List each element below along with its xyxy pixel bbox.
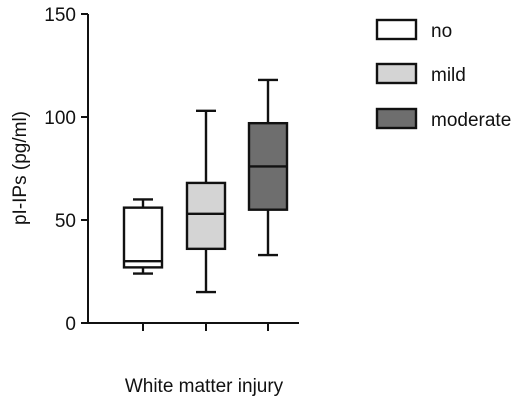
y-tick-label: 0 (65, 314, 76, 335)
legend-item-moderate: moderate (375, 107, 511, 131)
legend-item-mild: mild (375, 62, 466, 86)
box-iqr (185, 181, 227, 251)
legend-swatch (375, 18, 418, 41)
y-tick-label: 50 (55, 211, 76, 232)
legend-item-no: no (375, 18, 452, 42)
legend: no mild moderate (375, 18, 511, 131)
legend-label: no (431, 21, 452, 42)
legend-label: mild (431, 65, 466, 86)
legend-label: moderate (431, 110, 511, 131)
y-axis: 0 50 100 150 (44, 5, 89, 335)
legend-swatch (375, 62, 418, 85)
box-iqr (122, 206, 164, 269)
x-ticks (142, 323, 269, 331)
y-tick-label: 150 (44, 5, 76, 26)
y-axis-title: pI-IPs (pg/ml) (10, 111, 31, 225)
box-no (122, 198, 164, 275)
box-series (122, 78, 289, 294)
y-tick-label: 100 (44, 108, 76, 129)
x-axis (87, 322, 299, 331)
box-mild (185, 109, 227, 294)
legend-swatch (375, 107, 418, 130)
x-axis-title: White matter injury (125, 376, 284, 397)
box-moderate (247, 78, 289, 257)
y-ticks: 0 50 100 150 (44, 5, 88, 335)
